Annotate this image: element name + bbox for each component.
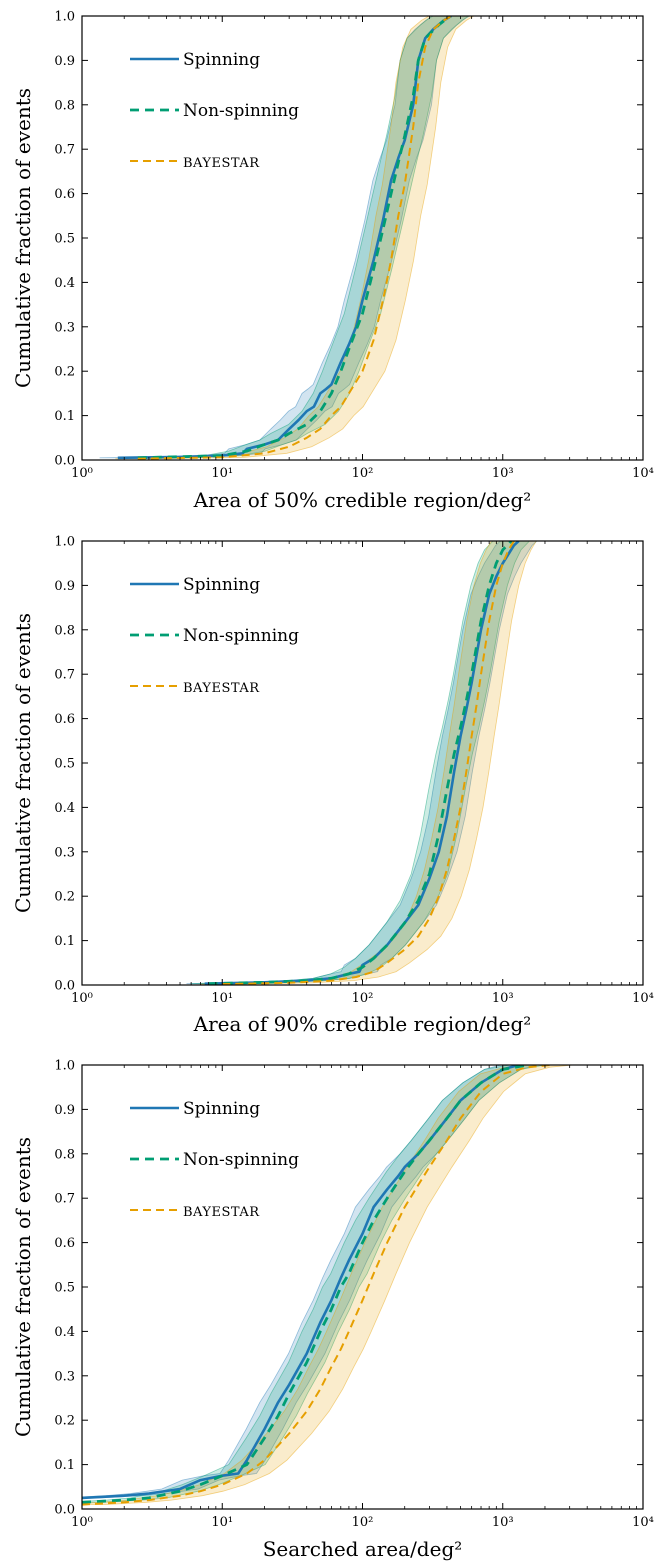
y-tick-label: 0.5 <box>54 232 75 247</box>
x-tick-label: 10² <box>352 1515 374 1530</box>
y-tick-label: 0.6 <box>54 187 75 202</box>
y-tick-label: 0.9 <box>54 579 75 594</box>
y-tick-label: 0.3 <box>54 320 75 335</box>
legend-label-spinning: Spinning <box>183 1099 260 1119</box>
x-tick-label: 10¹ <box>211 991 233 1006</box>
y-axis-label: Cumulative fraction of events <box>11 1137 35 1437</box>
y-tick-label: 0.2 <box>54 365 75 380</box>
band-bayestar <box>82 1065 574 1505</box>
y-tick-label: 0.4 <box>54 801 75 816</box>
x-tick-label: 10³ <box>492 991 514 1006</box>
x-tick-label: 10⁴ <box>632 991 654 1006</box>
y-tick-label: 0.6 <box>54 712 75 727</box>
panel-2: 10⁰ 10¹ 10² 10³ 10⁴ 0.0 0.1 0.2 0.3 0.4 0.5 0.6 0.7 0… <box>11 535 654 1037</box>
legend: Spinning Non-spinning BAYESTAR <box>130 1099 299 1220</box>
y-tick-label: 0.5 <box>54 1281 75 1296</box>
band-bayestar <box>115 16 475 460</box>
y-tick-label: 0.9 <box>54 1103 75 1118</box>
y-tick-label: 0.8 <box>54 1147 75 1162</box>
x-tick-label: 10⁴ <box>632 466 654 481</box>
y-tick-label: 0.5 <box>54 757 75 772</box>
series-line-non_spinning <box>137 16 451 460</box>
y-tick-label: 0.2 <box>54 1414 75 1429</box>
band-spinning <box>82 1065 538 1499</box>
legend: Spinning Non-spinning BAYESTAR <box>130 575 299 696</box>
y-axis-label: Cumulative fraction of events <box>11 88 35 388</box>
y-tick-label: 0.7 <box>54 143 75 158</box>
panel-1: 10⁰ 10¹ 10² 10³ 10⁴ 0.0 0.1 0.2 0.3 0.4 0.5 0.6 0.7 0… <box>11 10 654 513</box>
x-tick-label: 10⁰ <box>71 466 93 481</box>
band-non_spinning <box>190 541 531 985</box>
x-tick-label: 10⁰ <box>71 1515 93 1530</box>
y-axis-label: Cumulative fraction of events <box>11 613 35 913</box>
legend-label-spinning: Spinning <box>183 575 260 595</box>
legend-label-non_spinning: Non-spinning <box>183 1150 299 1170</box>
y-tick-label: 0.3 <box>54 845 75 860</box>
x-axis-label: Area of 90% credible region/deg² <box>193 1012 532 1036</box>
x-tick-label: 10³ <box>492 1515 514 1530</box>
band-non_spinning <box>82 1065 546 1503</box>
y-tick-label: 1.0 <box>54 10 75 25</box>
x-axis-label: Area of 50% credible region/deg² <box>193 488 532 512</box>
series-line-bayestar <box>137 16 452 460</box>
legend-label-bayestar: BAYESTAR <box>183 681 260 696</box>
series-line-non_spinning <box>82 1065 528 1504</box>
legend-label-bayestar: BAYESTAR <box>183 156 260 171</box>
x-tick-label: 10¹ <box>211 1515 233 1530</box>
legend-label-spinning: Spinning <box>183 50 260 70</box>
y-tick-label: 0.7 <box>54 668 75 683</box>
y-tick-label: 0.0 <box>54 1503 75 1518</box>
series-line-bayestar <box>82 1065 551 1506</box>
x-tick-label: 10⁴ <box>632 1515 654 1530</box>
y-tick-label: 0.2 <box>54 890 75 905</box>
y-tick-label: 0.6 <box>54 1236 75 1251</box>
legend-label-bayestar: BAYESTAR <box>183 1205 260 1220</box>
y-tick-label: 1.0 <box>54 535 75 550</box>
x-tick-label: 10¹ <box>211 466 233 481</box>
y-tick-label: 0.0 <box>54 454 75 469</box>
x-tick-label: 10² <box>352 466 374 481</box>
y-tick-label: 0.4 <box>54 1325 75 1340</box>
y-tick-label: 0.0 <box>54 979 75 994</box>
y-tick-label: 0.7 <box>54 1192 75 1207</box>
panel-3: 10⁰ 10¹ 10² 10³ 10⁴ 0.0 0.1 0.2 0.3 0.4 0.5 0.6 0.7 0… <box>11 1059 654 1562</box>
x-tick-label: 10³ <box>492 466 514 481</box>
band-non_spinning <box>119 16 469 459</box>
y-tick-label: 0.1 <box>54 409 75 424</box>
y-tick-label: 0.8 <box>54 98 75 113</box>
y-tick-label: 1.0 <box>54 1059 75 1074</box>
x-axis-label: Searched area/deg² <box>263 1537 463 1561</box>
y-tick-label: 0.4 <box>54 276 75 291</box>
series-line-bayestar <box>222 541 515 985</box>
y-tick-label: 0.1 <box>54 1458 75 1473</box>
x-tick-label: 10² <box>352 991 374 1006</box>
x-tick-label: 10⁰ <box>71 991 93 1006</box>
y-tick-label: 0.9 <box>54 54 75 69</box>
y-tick-label: 0.3 <box>54 1369 75 1384</box>
y-tick-label: 0.1 <box>54 934 75 949</box>
plot-frame <box>81 540 644 986</box>
legend: Spinning Non-spinning BAYESTAR <box>130 50 299 171</box>
series-line-non_spinning <box>208 541 513 985</box>
legend-label-non_spinning: Non-spinning <box>183 626 299 646</box>
y-tick-label: 0.8 <box>54 623 75 638</box>
legend-label-non_spinning: Non-spinning <box>183 101 299 121</box>
band-spinning <box>99 16 471 459</box>
